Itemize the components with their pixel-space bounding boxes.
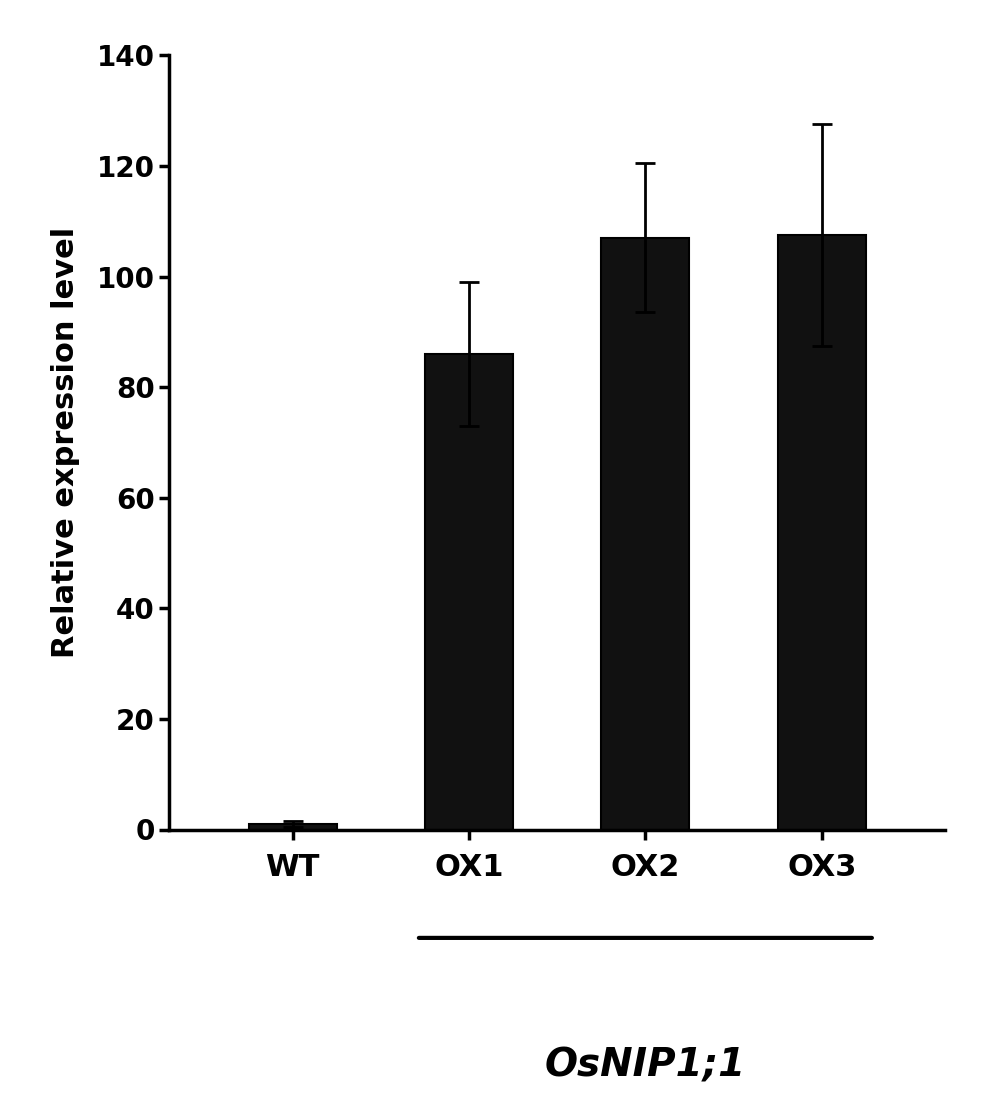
Text: OsNIP1;1: OsNIP1;1 <box>545 1046 746 1084</box>
Y-axis label: Relative expression level: Relative expression level <box>51 227 80 658</box>
Bar <box>248 824 336 830</box>
Bar <box>777 236 865 830</box>
Bar <box>600 238 689 830</box>
Bar <box>424 354 513 830</box>
